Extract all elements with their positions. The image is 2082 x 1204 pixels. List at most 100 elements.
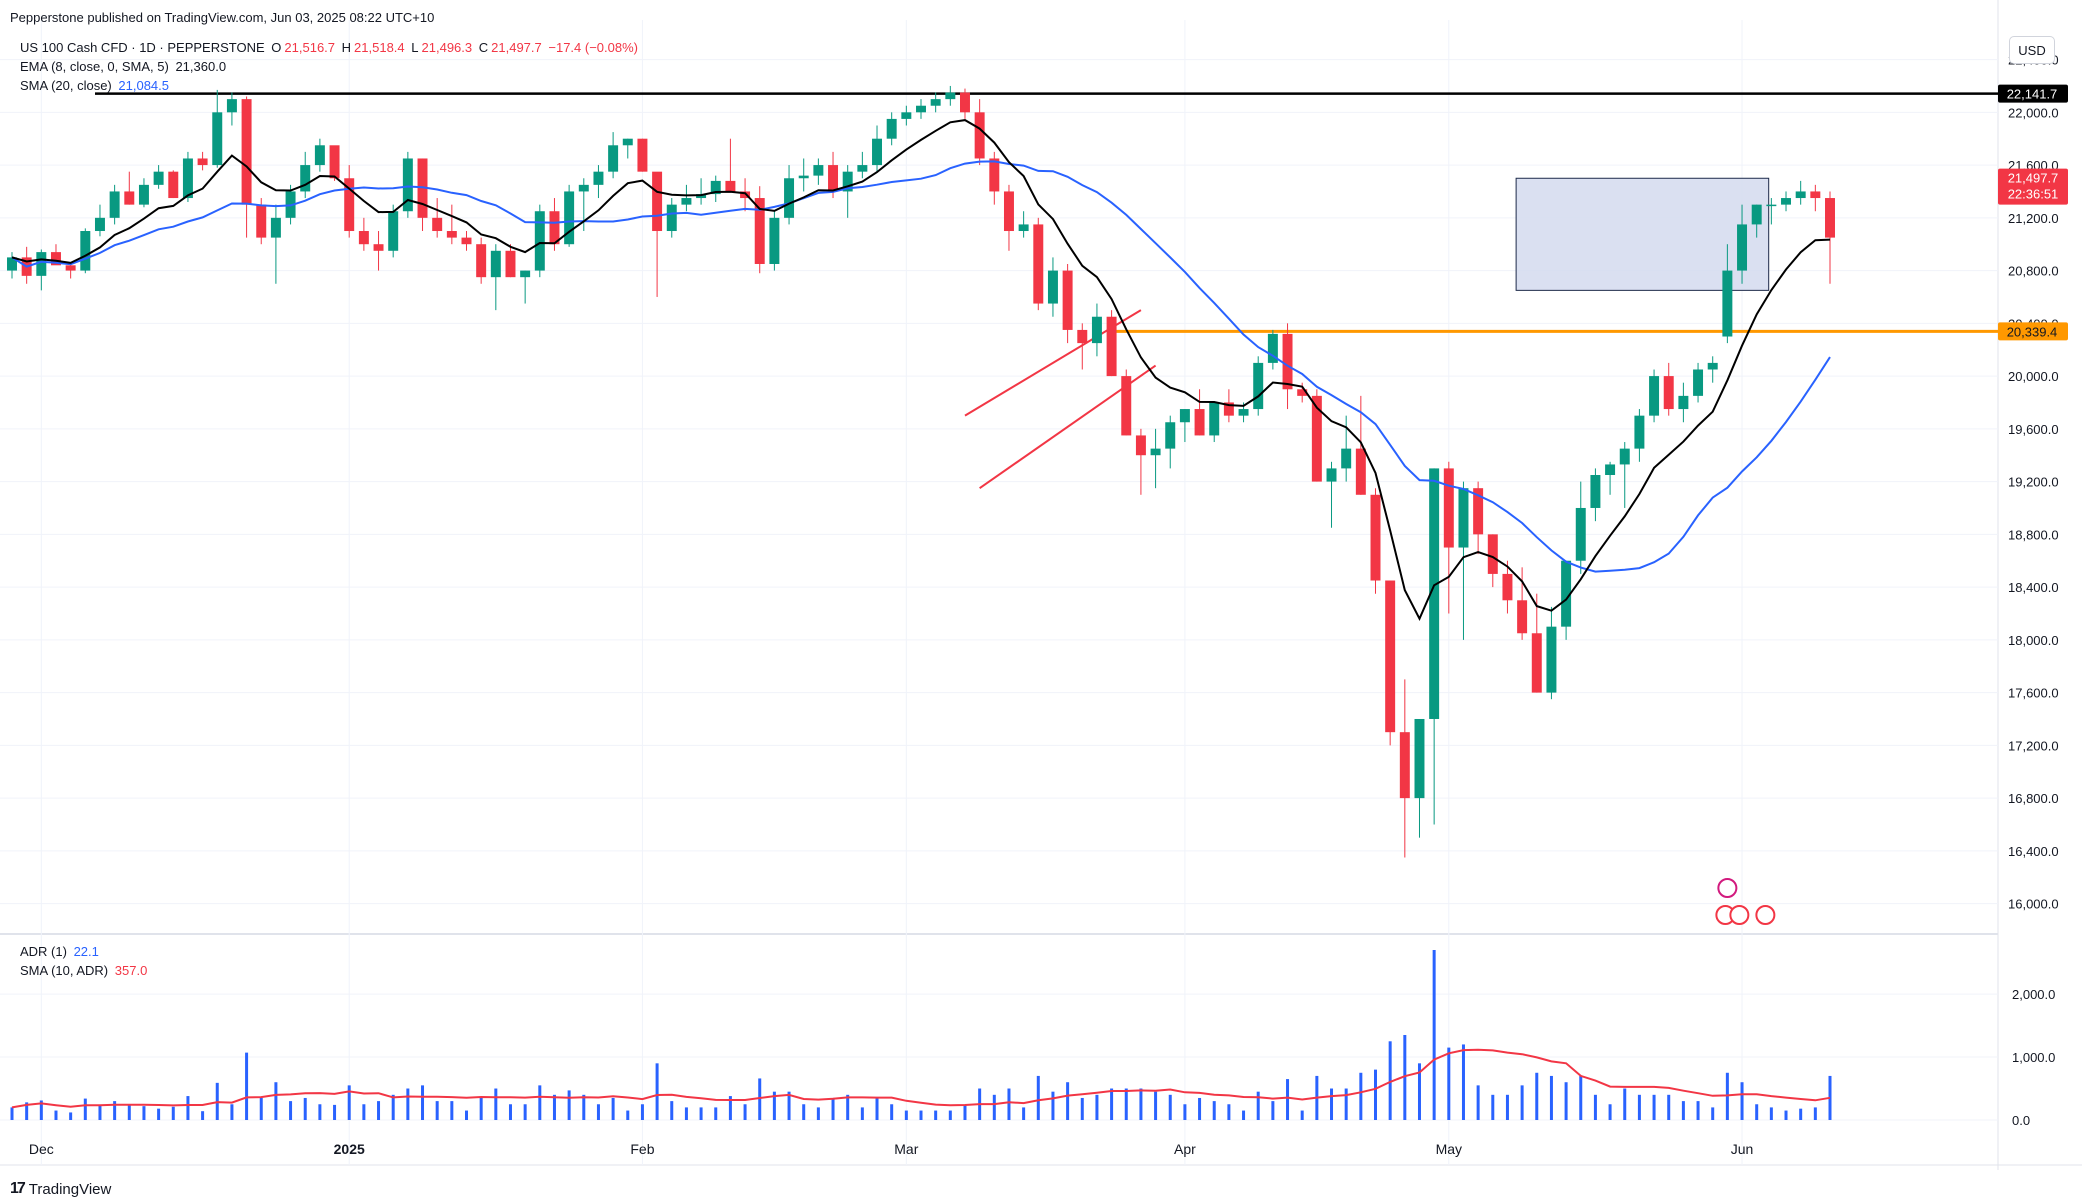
candle-body bbox=[578, 184, 589, 192]
adr-bar bbox=[611, 1097, 615, 1120]
high-value: 21,518.4 bbox=[354, 40, 405, 55]
candle-body bbox=[1238, 409, 1249, 416]
adr-bar bbox=[904, 1110, 908, 1120]
price-tick-label: 22,000.0 bbox=[2008, 105, 2059, 120]
adr-bar bbox=[230, 1104, 234, 1120]
symbol-title[interactable]: US 100 Cash CFD · 1D · PEPPERSTONE bbox=[20, 40, 265, 55]
symbol-legend[interactable]: US 100 Cash CFD · 1D · PEPPERSTONE O 21,5… bbox=[20, 40, 641, 55]
adr-bar bbox=[1022, 1107, 1026, 1120]
candle-body bbox=[1502, 573, 1513, 601]
candle-body bbox=[1693, 369, 1704, 396]
candle-body bbox=[1429, 468, 1440, 719]
adr-sma-legend[interactable]: SMA (10, ADR) 357.0 bbox=[20, 963, 150, 978]
time-tick-label: Feb bbox=[630, 1141, 654, 1157]
adr-bar bbox=[391, 1094, 395, 1120]
adr-bar bbox=[1740, 1082, 1744, 1120]
price-tick-label: 20,000.0 bbox=[2008, 369, 2059, 384]
candle-body bbox=[1077, 329, 1088, 344]
adr-bar bbox=[699, 1107, 703, 1120]
adr-bar bbox=[1154, 1091, 1158, 1120]
candle-body bbox=[1458, 488, 1469, 548]
adr-bar bbox=[670, 1101, 674, 1120]
adr-bar bbox=[1549, 1075, 1553, 1120]
candle-body bbox=[916, 105, 926, 113]
adr-bar bbox=[890, 1104, 894, 1120]
candle-body bbox=[124, 191, 135, 205]
time-tick-label: Jun bbox=[1731, 1141, 1754, 1157]
tradingview-logo[interactable]: 17 TradingView bbox=[10, 1180, 111, 1198]
time-axis[interactable]: Dec 2025 Feb Mar Apr May Jun bbox=[29, 1141, 1753, 1157]
candle-body bbox=[725, 180, 736, 192]
candle-body bbox=[1590, 475, 1601, 508]
candle-body bbox=[1326, 468, 1337, 482]
publisher-text: Pepperstone published on TradingView.com… bbox=[10, 10, 435, 25]
adr-bar bbox=[1417, 1063, 1421, 1120]
ema-label: EMA (8, close, 0, SMA, 5) bbox=[20, 59, 169, 74]
adr-bar bbox=[758, 1078, 762, 1120]
candle-body bbox=[1267, 333, 1278, 363]
price-tick-label: 16,000.0 bbox=[2008, 897, 2059, 912]
currency-button[interactable]: USD bbox=[2009, 36, 2055, 64]
candle-body bbox=[402, 158, 413, 212]
adr-bar bbox=[69, 1112, 73, 1120]
adr-label: ADR (1) bbox=[20, 944, 67, 959]
candle-body bbox=[388, 211, 399, 251]
adr-bar bbox=[377, 1101, 381, 1120]
candle-body bbox=[857, 165, 868, 172]
adr-bar bbox=[1168, 1094, 1172, 1120]
adr-legend[interactable]: ADR (1) 22.1 bbox=[20, 944, 102, 959]
adr-bar bbox=[1271, 1101, 1275, 1120]
adr-bar bbox=[655, 1063, 659, 1120]
adr-value: 22.1 bbox=[73, 944, 99, 959]
adr-bar bbox=[772, 1091, 776, 1120]
level-label-bg bbox=[1998, 322, 2068, 341]
candle-body bbox=[329, 145, 340, 179]
candle-body bbox=[945, 92, 956, 100]
candle-body bbox=[373, 244, 384, 251]
publisher-line: Pepperstone published on TradingView.com… bbox=[10, 10, 437, 25]
ema-legend[interactable]: EMA (8, close, 0, SMA, 5) 21,360.0 bbox=[20, 59, 229, 74]
candle-body bbox=[1135, 435, 1146, 456]
candle-body bbox=[1605, 464, 1616, 475]
sma-legend[interactable]: SMA (20, close) 21,084.5 bbox=[20, 78, 172, 93]
adr-bar bbox=[582, 1094, 586, 1120]
adr-bar bbox=[1388, 1041, 1392, 1120]
adr-bar bbox=[802, 1104, 806, 1120]
adr-bar bbox=[1007, 1088, 1011, 1120]
candle-body bbox=[1766, 204, 1777, 207]
adr-bar bbox=[714, 1107, 718, 1120]
candle-body bbox=[80, 231, 91, 271]
candle-body bbox=[212, 112, 223, 166]
candle-body bbox=[1649, 376, 1660, 416]
adr-bar bbox=[992, 1094, 996, 1120]
adr-bar bbox=[538, 1085, 542, 1120]
adr-bar bbox=[684, 1107, 688, 1120]
time-tick-label: May bbox=[1436, 1141, 1462, 1157]
adr-bar bbox=[1535, 1072, 1539, 1120]
candle-body bbox=[813, 165, 824, 176]
candle-body bbox=[1722, 270, 1733, 337]
candle-body bbox=[666, 204, 677, 232]
adr-bar bbox=[1374, 1069, 1377, 1120]
candle-body bbox=[226, 99, 237, 113]
adr-bar bbox=[728, 1096, 732, 1120]
adr-bar bbox=[1667, 1094, 1671, 1120]
adr-bar bbox=[1110, 1088, 1114, 1120]
adr-bar bbox=[934, 1110, 938, 1120]
adr-bar bbox=[274, 1082, 278, 1120]
adr-bar bbox=[1080, 1097, 1084, 1120]
brand-name: TradingView bbox=[28, 1180, 112, 1198]
time-tick-label: Dec bbox=[29, 1141, 54, 1157]
adr-histogram bbox=[10, 950, 1832, 1120]
candle-body bbox=[1634, 415, 1645, 449]
adr-bar bbox=[1696, 1101, 1700, 1120]
low-value: 21,496.3 bbox=[421, 40, 473, 55]
candle-body bbox=[168, 171, 179, 199]
adr-bar bbox=[25, 1102, 29, 1120]
adr-bar bbox=[201, 1111, 205, 1120]
candle-body bbox=[1165, 422, 1176, 449]
price-tick-label: 20,800.0 bbox=[2008, 264, 2059, 279]
price-tick-label: 17,600.0 bbox=[2008, 686, 2059, 701]
candle-body bbox=[886, 118, 897, 139]
